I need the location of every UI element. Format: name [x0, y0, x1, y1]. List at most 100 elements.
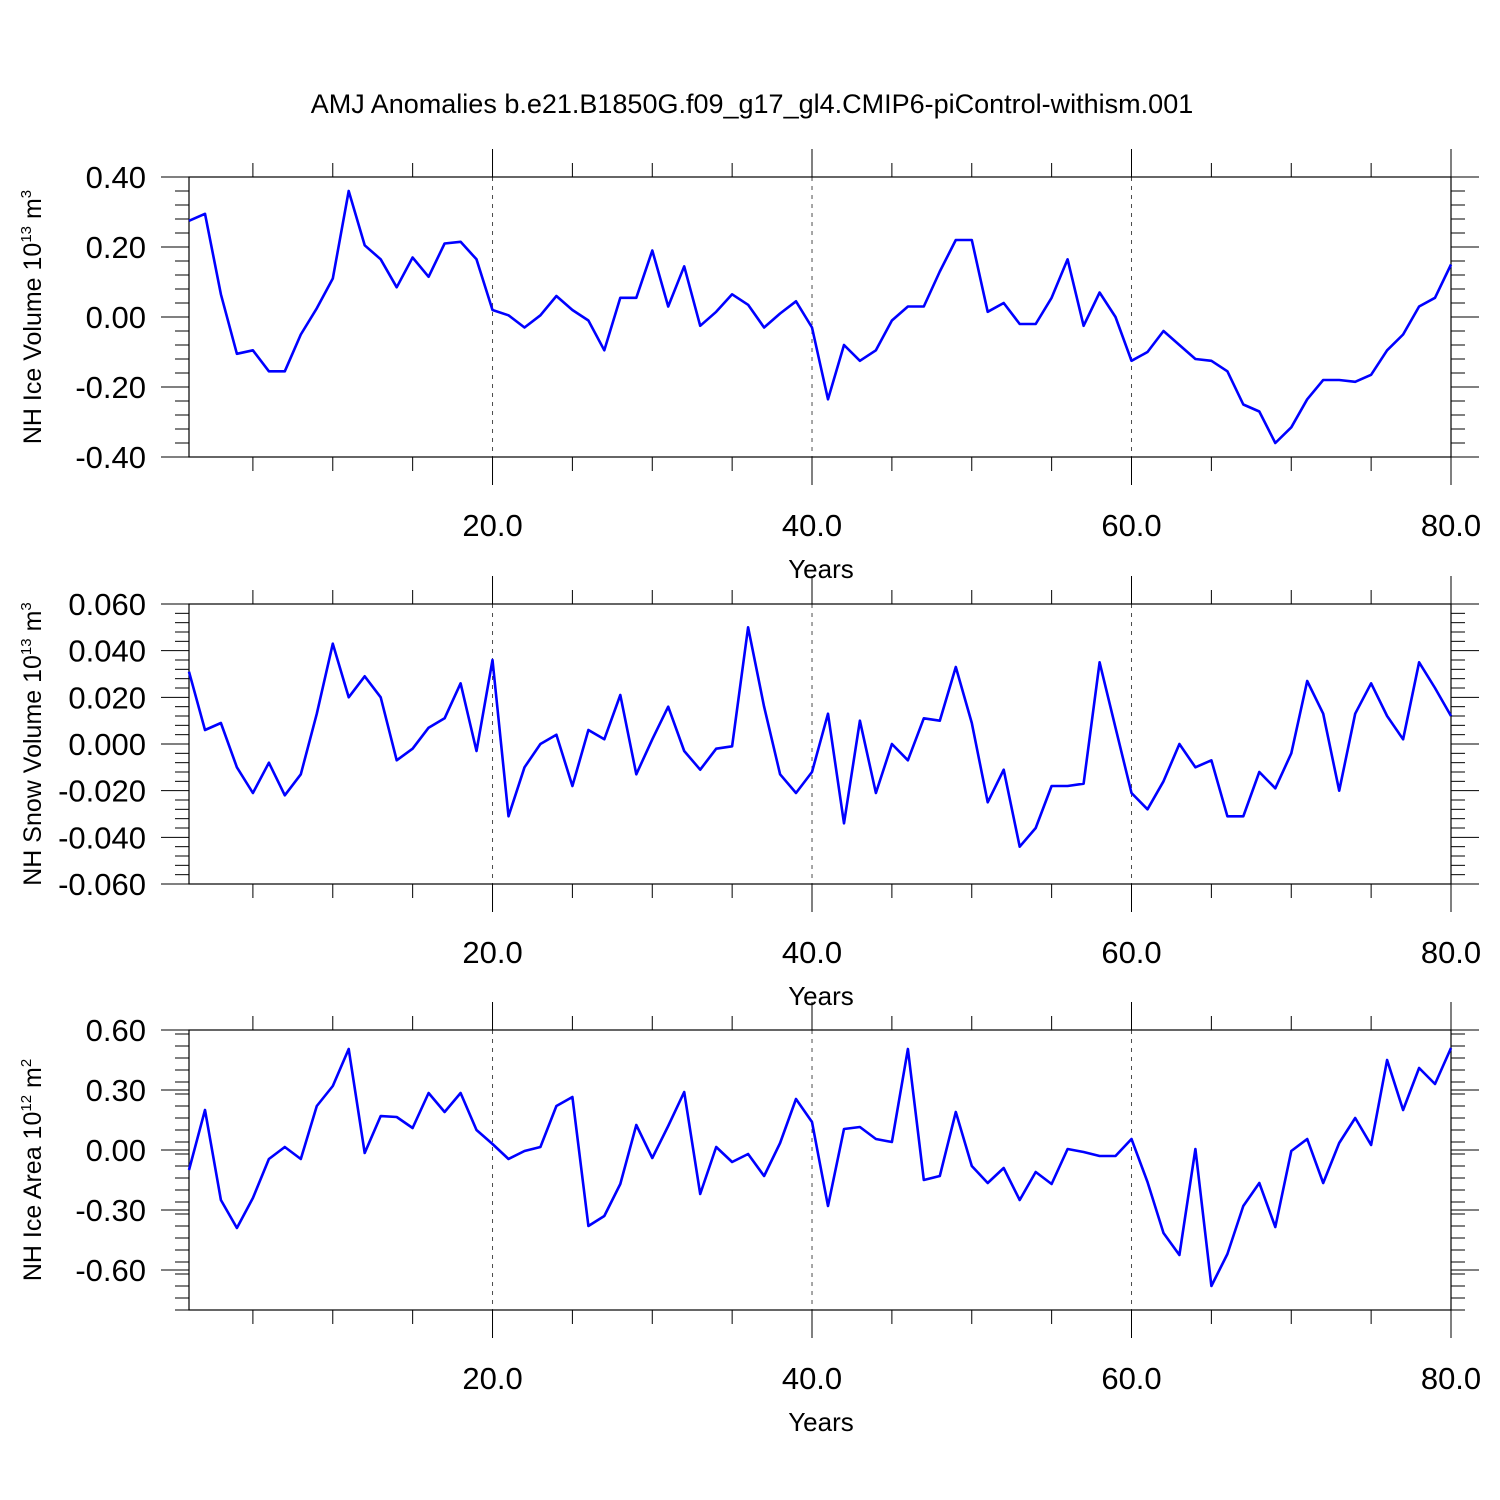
data-point	[507, 1158, 509, 1160]
data-point	[555, 733, 557, 735]
data-point	[891, 319, 893, 321]
data-point	[1434, 297, 1436, 299]
data-point	[1082, 325, 1084, 327]
y-tick-label: 0.40	[86, 160, 146, 195]
data-point	[1322, 379, 1324, 381]
data-point	[395, 759, 397, 761]
data-point	[779, 312, 781, 314]
data-point	[699, 768, 701, 770]
data-point	[1418, 305, 1420, 307]
data-point	[1162, 780, 1164, 782]
data-point	[763, 326, 765, 328]
data-point	[1242, 1205, 1244, 1207]
data-point	[811, 771, 813, 773]
data-point	[475, 1129, 477, 1131]
data-point	[459, 682, 461, 684]
data-point	[523, 1150, 525, 1152]
panel-3: 20.0 40.0 60.0 80.0 -0.60 -0.30 0.00 0.30 0.60 Ye…	[18, 1002, 1481, 1437]
data-point	[1242, 403, 1244, 405]
data-point	[539, 743, 541, 745]
y-tick-label: -0.060	[58, 867, 146, 902]
data-point	[843, 344, 845, 346]
data-point	[443, 242, 445, 244]
data-point	[1066, 785, 1068, 787]
data-point	[667, 305, 669, 307]
data-point	[811, 1121, 813, 1123]
data-point	[1434, 1083, 1436, 1085]
data-point	[1418, 661, 1420, 663]
data-point	[1258, 410, 1260, 412]
data-point	[1386, 349, 1388, 351]
data-point	[1066, 258, 1068, 260]
data-point	[1130, 1138, 1132, 1140]
data-point	[411, 256, 413, 258]
data-point	[571, 785, 573, 787]
data-point	[300, 773, 302, 775]
data-point	[1082, 782, 1084, 784]
data-point	[635, 1124, 637, 1126]
data-point	[300, 333, 302, 335]
data-point	[731, 745, 733, 747]
data-point	[795, 300, 797, 302]
data-point	[204, 1109, 206, 1111]
data-point	[1418, 1067, 1420, 1069]
data-point	[1402, 1109, 1404, 1111]
data-point	[1258, 771, 1260, 773]
data-point	[1242, 815, 1244, 817]
data-point	[1178, 743, 1180, 745]
data-point	[1194, 766, 1196, 768]
data-point	[747, 1153, 749, 1155]
data-point	[875, 1138, 877, 1140]
data-point	[907, 759, 909, 761]
data-point	[955, 1111, 957, 1113]
data-point	[1130, 360, 1132, 362]
data-point	[1146, 351, 1148, 353]
data-point	[1098, 661, 1100, 663]
data-point	[619, 694, 621, 696]
data-point	[1066, 1148, 1068, 1150]
data-point	[907, 1048, 909, 1050]
data-point	[252, 792, 254, 794]
data-point	[859, 360, 861, 362]
data-point	[411, 1127, 413, 1129]
data-point	[1402, 738, 1404, 740]
data-point	[667, 705, 669, 707]
data-point	[1178, 344, 1180, 346]
data-point	[1450, 263, 1452, 265]
data-point	[1370, 1144, 1372, 1146]
data-point	[475, 258, 477, 260]
data-point	[875, 792, 877, 794]
data-point	[587, 1225, 589, 1227]
panel-1: 20.0 40.0 60.0 80.0 -0.40 -0.20 0.00 0.20 0.40 Ye…	[18, 149, 1481, 584]
data-point	[1370, 682, 1372, 684]
data-point	[459, 1092, 461, 1094]
data-point	[1402, 333, 1404, 335]
data-point	[1082, 1151, 1084, 1153]
y-axis-label: NH Ice Area 1012 m2	[18, 1059, 47, 1281]
data-point	[1290, 752, 1292, 754]
series-line	[187, 625, 1453, 849]
data-point	[843, 822, 845, 824]
data-point	[1003, 302, 1005, 304]
data-point	[1178, 1254, 1180, 1256]
y-tick-label: 0.00	[86, 300, 146, 335]
data-point	[875, 349, 877, 351]
data-point	[747, 626, 749, 628]
data-point	[619, 1183, 621, 1185]
data-point	[395, 286, 397, 288]
data-point	[827, 712, 829, 714]
data-point	[1258, 1182, 1260, 1184]
data-point	[827, 398, 829, 400]
data-point	[1050, 297, 1052, 299]
data-point	[779, 1142, 781, 1144]
data-point	[715, 311, 717, 313]
data-point	[1194, 1148, 1196, 1150]
data-point	[1290, 426, 1292, 428]
data-point	[683, 1091, 685, 1093]
data-point	[587, 319, 589, 321]
y-tick-label: 0.060	[68, 587, 146, 622]
data-point	[268, 761, 270, 763]
data-point	[1306, 680, 1308, 682]
x-tick-label: 40.0	[782, 508, 842, 543]
